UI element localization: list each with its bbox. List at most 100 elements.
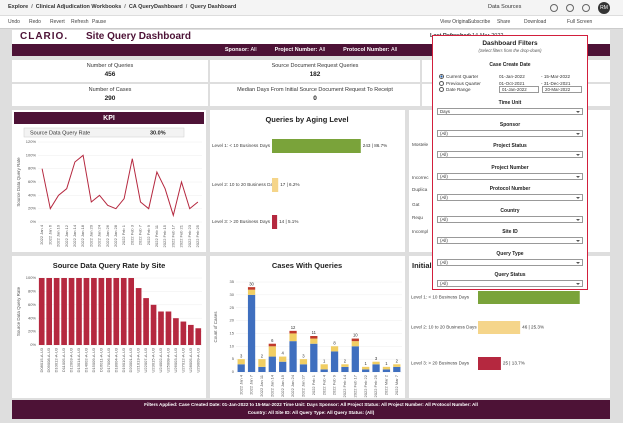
bar-segment [299, 364, 308, 372]
x-tick-label: 2022 Feb 9 [332, 374, 337, 395]
breadcrumb-item: Query Dashboard [183, 4, 237, 10]
value-label: 4 [282, 351, 285, 356]
x-tick-label: D08015-A-U3 [39, 347, 44, 372]
bar-segment [237, 364, 245, 372]
radio[interactable] [439, 74, 444, 79]
y-axis-label: Source Data Query Rate [16, 157, 21, 207]
filter-value: All [250, 47, 257, 53]
x-tick-label: 2022 Jan 4 [39, 224, 44, 245]
filter-item: Project Number: All [275, 47, 325, 53]
category-label: Level 3: > 20 Business Days [212, 219, 271, 224]
y-tick-label: 15 [230, 330, 235, 335]
toolbar-button[interactable]: Full Screen [567, 19, 593, 25]
icon[interactable] [566, 4, 574, 12]
value-label: 14 | 5.1% [279, 219, 298, 224]
bar-segment [258, 359, 266, 367]
kpi-card: Number of Cases 290 [12, 84, 208, 106]
y-tick-label: 5 [232, 356, 235, 361]
dropdown[interactable]: (All) [437, 237, 583, 244]
bar [272, 215, 278, 229]
toolbar-button[interactable]: Subscribe [468, 19, 491, 25]
category-label: Level 2: 10 to 20 Business Days [411, 325, 477, 330]
date-input[interactable]: 01-Jan-2022 [499, 86, 539, 93]
x-tick-label: 2022 Jan 14 [72, 224, 77, 247]
dropdown[interactable]: (All) [437, 215, 583, 223]
dropdown[interactable]: (All) [437, 280, 583, 287]
breadcrumb-item: Explore [8, 4, 29, 10]
kpi-card: Number of Queries 456 [12, 60, 208, 82]
x-tick-label: U24002-A-U3 [158, 347, 163, 372]
dropdown-label: Project Number [491, 164, 529, 171]
bar-segment [393, 364, 401, 367]
dropdown-label: Country [500, 207, 520, 214]
x-tick-label: 2022 Feb 11 [154, 224, 159, 247]
dropdown[interactable]: (All) [437, 151, 583, 158]
data-sources[interactable]: Data Sources [488, 4, 522, 10]
bar [105, 278, 112, 345]
toolbar-button[interactable]: Pause [92, 19, 107, 25]
category-label: Incompl [412, 229, 428, 234]
user-avatar[interactable]: RM [598, 2, 610, 14]
x-tick-label: 2022 Jan 11 [259, 374, 264, 396]
y-axis-label: Source Data Query Rate [16, 286, 21, 336]
toolbar-button[interactable]: Redo [29, 19, 41, 25]
bar [83, 278, 90, 345]
toolbar-button[interactable]: View Original [440, 19, 470, 25]
toolbar-button[interactable]: Undo [8, 19, 20, 25]
dropdown[interactable]: (All) [437, 258, 583, 266]
y-tick-label: 0% [30, 342, 36, 347]
value-label: 30 [249, 281, 254, 286]
kpi-value: 290 [104, 95, 116, 102]
dropdown[interactable]: (All) [437, 172, 583, 180]
x-tick-label: 2022 Jan 4 [238, 374, 243, 395]
x-tick-label: D19010-A-U3 [121, 347, 126, 372]
category-label: Level 1: < 10 Business Days [212, 143, 271, 148]
bar-segment [310, 343, 318, 372]
toolbar-button[interactable]: Revert [50, 19, 65, 25]
value-label: 2 [396, 358, 399, 363]
value-label: 2 [261, 353, 264, 358]
bar-segment [268, 356, 276, 372]
dropdown[interactable]: (All) [437, 194, 583, 201]
date-input[interactable]: 20-Mar-2022 [542, 86, 582, 93]
value-label: 25 | 13.7% [503, 361, 525, 366]
x-tick-label: D18004-A-U3 [113, 347, 118, 372]
panel-title: Cases With Queries [272, 261, 342, 270]
dropdown-arrow [576, 154, 580, 156]
x-tick-label: 2022 Feb 22 [363, 374, 368, 397]
date-from: 01-Oct-2021 [499, 80, 525, 86]
top-bar: ExploreClinical Adjudication WorkbooksCA… [0, 0, 623, 16]
bar [38, 278, 45, 345]
x-tick-label: 2022 Jan 28 [113, 224, 118, 247]
bar-segment [279, 356, 287, 362]
filter-item: Sponsor: All [225, 47, 257, 53]
bar-segment [382, 366, 391, 370]
x-tick-label: 2022 Feb 21 [179, 224, 184, 247]
bar-segment [341, 364, 349, 367]
date-to: 15-Mar-2022 [541, 74, 570, 79]
metric-label: Source Data Query Rate [30, 130, 90, 136]
category-label: Requ [412, 215, 423, 220]
toolbar-button[interactable]: Download [524, 19, 547, 25]
toolbar-button[interactable]: Share [497, 19, 511, 25]
value-label: 3 [240, 353, 243, 358]
dropdown[interactable]: Days [437, 108, 583, 115]
bar-segment [289, 333, 297, 342]
y-tick-label: 40% [28, 315, 36, 320]
dropdown-label: Project Status [493, 143, 527, 149]
icon[interactable] [550, 4, 558, 12]
radio[interactable] [439, 80, 444, 86]
x-tick-label: 2022 Feb 7 [138, 224, 143, 245]
radio[interactable] [439, 87, 444, 92]
dropdown[interactable]: (All) [437, 129, 583, 137]
bar [478, 291, 580, 304]
toolbar: Undo Redo Revert Refresh Pause View Original S… [0, 16, 623, 29]
filter-label: Sponsor: [224, 47, 249, 53]
icon[interactable] [582, 4, 590, 12]
bar [76, 278, 82, 345]
toolbar-button[interactable]: Refresh [71, 19, 89, 25]
kpi-label: Median Days From Initial Source Document… [237, 87, 393, 93]
radio-label: Current Quarter [446, 74, 479, 79]
x-tick-label: D15009-A-U3 [91, 347, 96, 372]
